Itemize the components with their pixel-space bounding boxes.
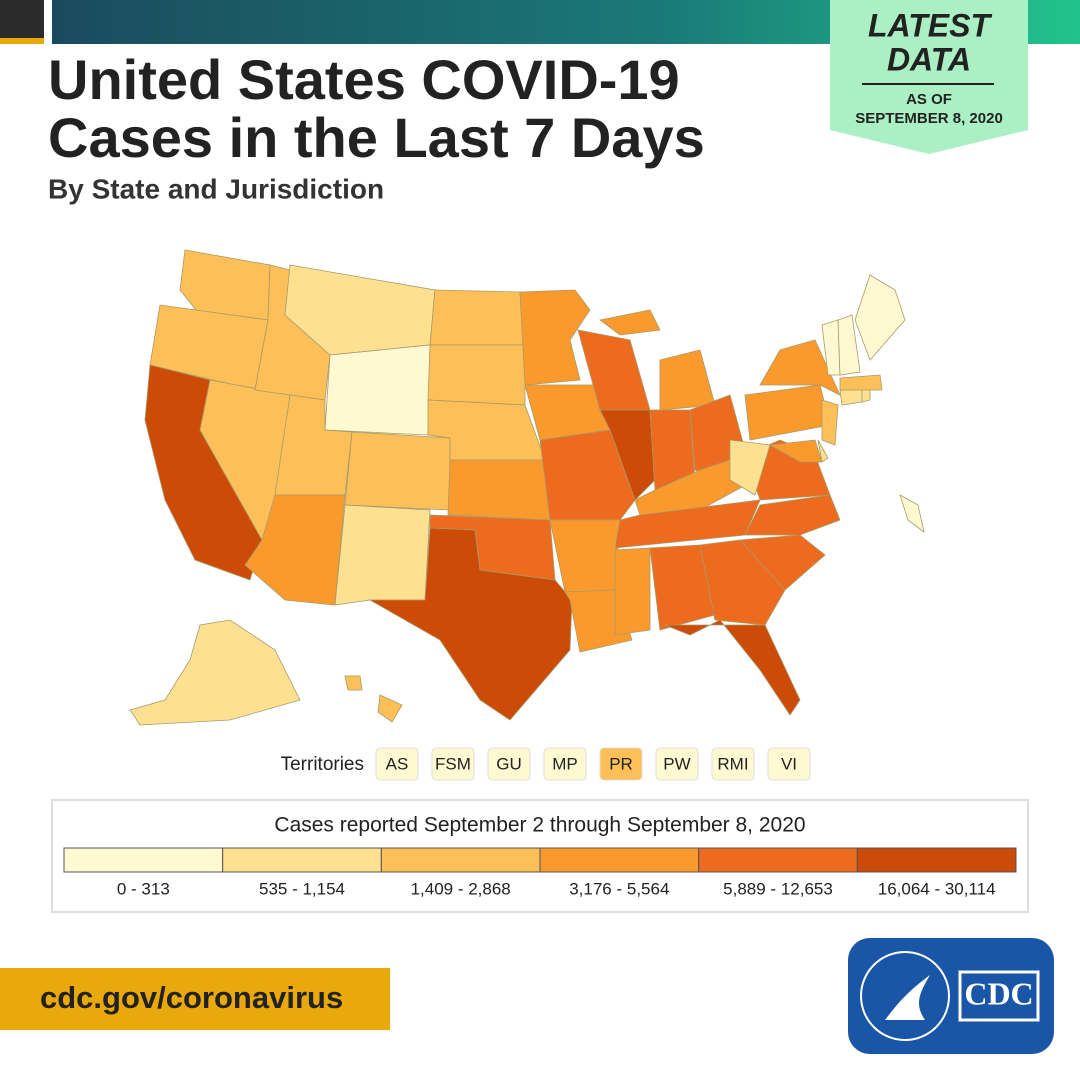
state [324, 344, 431, 436]
state [447, 459, 551, 521]
state [729, 439, 771, 496]
legend: 0 - 313 535 - 1,154 1,409 - 2,868 3,176 - 5… [63, 847, 1017, 898]
title: Cases in the Last 7 Days [48, 106, 705, 169]
subtitle: By State and Jurisdiction [48, 173, 384, 204]
url: cdc.gov/coronavirus [40, 980, 343, 1015]
badge-headline: DATA [887, 41, 971, 77]
state [429, 289, 526, 346]
state [899, 494, 925, 533]
map [129, 249, 925, 726]
url-bar [0, 968, 390, 1030]
state [614, 499, 761, 549]
state [368, 527, 573, 721]
territory-box [711, 747, 755, 781]
corner-block [0, 0, 44, 38]
state [334, 504, 431, 606]
legend-label: 1,409 - 2,868 [411, 879, 511, 898]
corner-accent [0, 38, 44, 44]
legend-label: 16,064 - 30,114 [878, 879, 996, 898]
state [599, 309, 661, 336]
legend-label: 535 - 1,154 [259, 879, 345, 898]
state [244, 494, 346, 606]
state [817, 439, 829, 463]
state [744, 494, 841, 536]
state [839, 374, 883, 391]
badge [830, 0, 1028, 154]
territory-label: MP [552, 754, 578, 773]
legend-label: 0 - 313 [117, 879, 170, 898]
state [129, 619, 301, 726]
logo-seal [860, 951, 950, 1041]
state [839, 387, 863, 406]
territory-label: PR [609, 754, 633, 773]
territory-label: GU [496, 754, 522, 773]
badge-date: SEPTEMBER 8, 2020 [855, 110, 1003, 127]
territory-label: RMI [717, 754, 748, 773]
logo [848, 938, 1054, 1054]
state [614, 547, 651, 636]
state [821, 399, 839, 446]
legend-swatch [856, 847, 1017, 873]
territories-label: Territories [281, 754, 364, 775]
state [837, 314, 861, 376]
state [744, 384, 831, 441]
legend-label: 5,889 - 12,653 [723, 879, 833, 898]
state [344, 431, 451, 511]
logo-text: CDC [964, 975, 1033, 1011]
legend-swatch [539, 847, 700, 873]
badge-as-of: AS OF [906, 91, 952, 108]
territory-box [431, 747, 475, 781]
legend-swatch [698, 847, 858, 873]
territory-box [767, 747, 811, 781]
title: United States COVID-19 [48, 48, 680, 111]
state [519, 289, 591, 386]
state [854, 274, 906, 361]
territory-box [655, 747, 699, 781]
legend-swatch [222, 847, 382, 873]
territory-box [487, 747, 531, 781]
state [427, 344, 526, 406]
state [539, 429, 636, 521]
state [664, 619, 801, 716]
territory-box [375, 747, 419, 781]
state [659, 349, 716, 411]
territories: AS FSM GU MP PR PW RMI VI [375, 747, 811, 781]
territory-box [599, 747, 643, 781]
territory-label: VI [781, 754, 797, 773]
state [549, 519, 621, 593]
badge-headline: LATEST [868, 7, 993, 43]
legend-label: 3,176 - 5,564 [569, 879, 669, 898]
legend-swatch [63, 847, 224, 873]
territory-label: FSM [435, 754, 471, 773]
logo-frame [958, 970, 1040, 1022]
legend-swatch [380, 847, 541, 873]
state [599, 409, 656, 501]
territory-box [543, 747, 587, 781]
logo-eagle [885, 975, 930, 1020]
legend-title: Cases reported September 2 through Septe… [274, 814, 805, 837]
state [699, 539, 786, 626]
state [344, 675, 363, 691]
state [739, 534, 826, 591]
state [377, 694, 403, 723]
territory-label: PW [663, 754, 690, 773]
territory-label: AS [386, 754, 409, 773]
